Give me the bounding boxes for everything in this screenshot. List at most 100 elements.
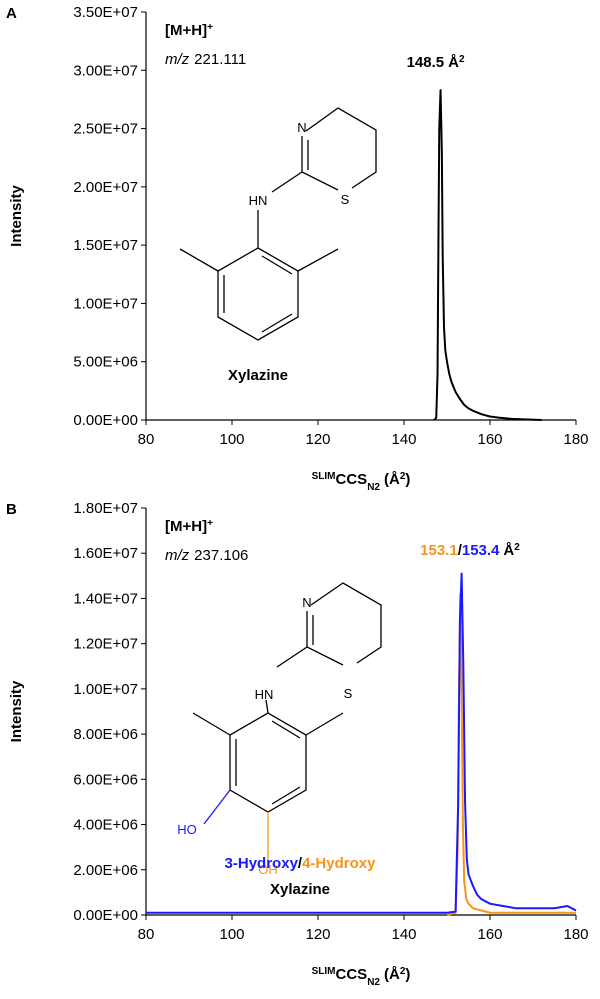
y-tick-label: 8.00E+06 bbox=[73, 726, 138, 743]
text-part: / bbox=[458, 542, 463, 559]
compound-name: Xylazine bbox=[270, 881, 330, 898]
text-part: 4-Hydroxy bbox=[302, 855, 376, 872]
x-tick-label: 120 bbox=[305, 926, 330, 943]
bond bbox=[297, 248, 339, 272]
text-part: CCS bbox=[336, 966, 368, 983]
ion-label: [M+H]+ bbox=[165, 22, 213, 40]
text-part: 2 bbox=[400, 966, 406, 977]
atom-label: S bbox=[344, 686, 353, 701]
atom-label: N bbox=[297, 120, 306, 135]
x-tick-label: 160 bbox=[477, 926, 502, 943]
x-tick-label: 80 bbox=[138, 431, 155, 448]
y-tick-label: 4.00E+06 bbox=[73, 817, 138, 834]
mz-label: m/z 237.106 bbox=[165, 547, 248, 564]
bond bbox=[261, 255, 293, 275]
text-part: 3-Hydroxy bbox=[225, 855, 299, 872]
text-part: 2 bbox=[459, 54, 465, 65]
y-tick-label: 5.00E+06 bbox=[73, 354, 138, 371]
y-tick-label: 1.60E+07 bbox=[73, 545, 138, 562]
compound-name: Xylazine bbox=[228, 367, 288, 384]
atom-label: HN bbox=[249, 193, 268, 208]
text-part: N2 bbox=[367, 977, 380, 988]
y-tick-label: 1.50E+07 bbox=[73, 237, 138, 254]
atom-label: N bbox=[302, 595, 311, 610]
atom-label: HO bbox=[177, 822, 197, 837]
y-tick-label: 6.00E+06 bbox=[73, 771, 138, 788]
bond bbox=[192, 712, 231, 736]
bond bbox=[203, 789, 231, 825]
line bbox=[446, 592, 576, 916]
peak-label: 148.5 Å2 bbox=[407, 54, 465, 72]
text-part: + bbox=[207, 22, 213, 33]
atom-label: OH bbox=[258, 862, 278, 877]
y-axis-title: Intensity bbox=[8, 680, 25, 742]
bond bbox=[261, 313, 293, 333]
text-part: 2 bbox=[400, 471, 406, 482]
text-part: SLIM bbox=[312, 966, 336, 977]
text-part: m/z bbox=[165, 547, 190, 564]
x-tick-label: 180 bbox=[563, 926, 588, 943]
mz-label: m/z 221.111 bbox=[165, 51, 246, 68]
panel-letter: A bbox=[6, 5, 17, 22]
x-axis-title: SLIMCCSN2 (Å2) bbox=[312, 966, 411, 988]
atom-label: S bbox=[341, 192, 350, 207]
y-tick-label: 1.00E+07 bbox=[73, 295, 138, 312]
line bbox=[146, 572, 577, 914]
bond bbox=[305, 107, 377, 189]
text-part: 148.5 bbox=[407, 54, 445, 71]
bond bbox=[310, 582, 382, 664]
text-part: 221.111 bbox=[194, 51, 246, 68]
benzene bbox=[229, 712, 307, 813]
line bbox=[433, 89, 542, 421]
text-part: CCS bbox=[336, 471, 368, 488]
y-tick-label: 3.00E+07 bbox=[73, 62, 138, 79]
text-part: 2 bbox=[514, 542, 520, 553]
text-part: Å bbox=[503, 542, 514, 559]
y-tick-label: 2.00E+06 bbox=[73, 862, 138, 879]
y-tick-label: 2.00E+07 bbox=[73, 179, 138, 196]
y-tick-label: 3.50E+07 bbox=[73, 4, 138, 21]
text-part: 153.4 bbox=[462, 542, 500, 559]
structure-b: N HN S HO OH bbox=[177, 582, 382, 877]
series-names: 3-Hydroxy/4-Hydroxy bbox=[225, 855, 377, 872]
text-part: ) bbox=[405, 471, 410, 488]
bond bbox=[276, 646, 308, 668]
bond bbox=[179, 248, 219, 272]
text-part: SLIM bbox=[312, 471, 336, 482]
bond bbox=[265, 699, 269, 714]
peak-label: 153.1/153.4 Å2 bbox=[420, 542, 520, 560]
text-part: (Å bbox=[384, 966, 400, 983]
y-tick-label: 0.00E+00 bbox=[73, 907, 138, 924]
x-tick-label: 180 bbox=[563, 431, 588, 448]
text-part: / bbox=[298, 855, 303, 872]
bond bbox=[271, 786, 301, 805]
x-tick-label: 160 bbox=[477, 431, 502, 448]
x-tick-label: 100 bbox=[219, 431, 244, 448]
atom-label: HN bbox=[255, 687, 274, 702]
text-part: ) bbox=[405, 966, 410, 983]
text-part: N2 bbox=[367, 482, 380, 493]
structure-a: N HN S bbox=[179, 107, 377, 341]
text-part: + bbox=[207, 518, 213, 529]
y-tick-label: 0.00E+00 bbox=[73, 412, 138, 429]
bond bbox=[271, 171, 303, 193]
x-tick-label: 100 bbox=[219, 926, 244, 943]
text-part: (Å bbox=[384, 471, 400, 488]
benzene bbox=[217, 247, 299, 341]
ion-label: [M+H]+ bbox=[165, 518, 213, 536]
text-part: m/z bbox=[165, 51, 190, 68]
y-tick-label: 1.20E+07 bbox=[73, 636, 138, 653]
y-tick-label: 1.00E+07 bbox=[73, 681, 138, 698]
bond bbox=[271, 720, 301, 739]
y-tick-label: 1.80E+07 bbox=[73, 500, 138, 517]
text-part: 237.106 bbox=[194, 547, 248, 564]
y-tick-label: 2.50E+07 bbox=[73, 121, 138, 138]
x-tick-label: 140 bbox=[391, 926, 416, 943]
text-part: [M+H] bbox=[165, 518, 207, 535]
x-tick-label: 120 bbox=[305, 431, 330, 448]
text-part: [M+H] bbox=[165, 22, 207, 39]
x-tick-label: 80 bbox=[138, 926, 155, 943]
text-part: 153.1 bbox=[420, 542, 458, 559]
panel-letter: B bbox=[6, 501, 17, 518]
